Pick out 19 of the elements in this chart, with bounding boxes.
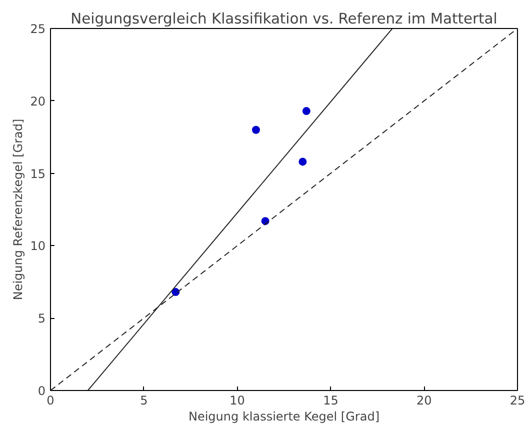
y-tick-label: 5 xyxy=(38,312,46,326)
point xyxy=(252,126,260,134)
y-tick-label: 25 xyxy=(30,22,46,36)
x-tick-label: 5 xyxy=(140,394,148,408)
x-tick-label: 20 xyxy=(416,394,432,408)
y-tick-label: 15 xyxy=(30,166,46,181)
x-tick-label: 0 xyxy=(46,394,54,408)
y-tick-label: 20 xyxy=(30,94,46,108)
point xyxy=(302,107,310,116)
chart-title: Neigungsvergleich Klassifikation vs. Referenz im Mattertal xyxy=(70,10,498,28)
point xyxy=(298,158,307,166)
x-tick-label: 15 xyxy=(323,394,338,408)
y-tick-label: 0 xyxy=(38,384,46,398)
y-axis-title: Neigung Referenzkegel [Grad] xyxy=(11,118,26,300)
point xyxy=(172,288,180,296)
x-tick-label: 10 xyxy=(230,394,245,408)
x-axis-title: Neigung klassierte Kegel [Grad] xyxy=(188,410,380,424)
y-tick-label: 10 xyxy=(30,239,46,254)
x-tick-label: 25 xyxy=(510,394,526,408)
